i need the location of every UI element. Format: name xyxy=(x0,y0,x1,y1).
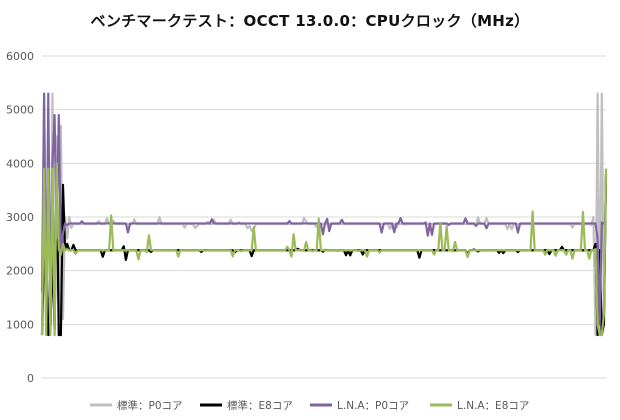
series-line xyxy=(40,92,606,326)
series-line xyxy=(40,167,608,337)
series-line xyxy=(40,162,608,337)
y-tick-label: 0 xyxy=(27,372,34,385)
y-tick-label: 2000 xyxy=(6,265,34,278)
y-tick-label: 5000 xyxy=(6,104,34,117)
y-tick-label: 4000 xyxy=(6,157,34,170)
chart-title: ベンチマークテスト：OCCT 13.0.0：CPUクロック（MHz） xyxy=(90,12,530,30)
series-line xyxy=(40,92,608,337)
legend-label: 標準：E8コア xyxy=(227,399,293,412)
legend-label: L.N.A：E8コア xyxy=(457,400,529,412)
y-tick-label: 1000 xyxy=(6,318,34,331)
y-tick-label: 6000 xyxy=(6,50,34,63)
y-tick-label: 3000 xyxy=(6,211,34,224)
legend-label: L.N.A：P0コア xyxy=(337,400,409,412)
legend-label: 標準：P0コア xyxy=(117,399,183,412)
